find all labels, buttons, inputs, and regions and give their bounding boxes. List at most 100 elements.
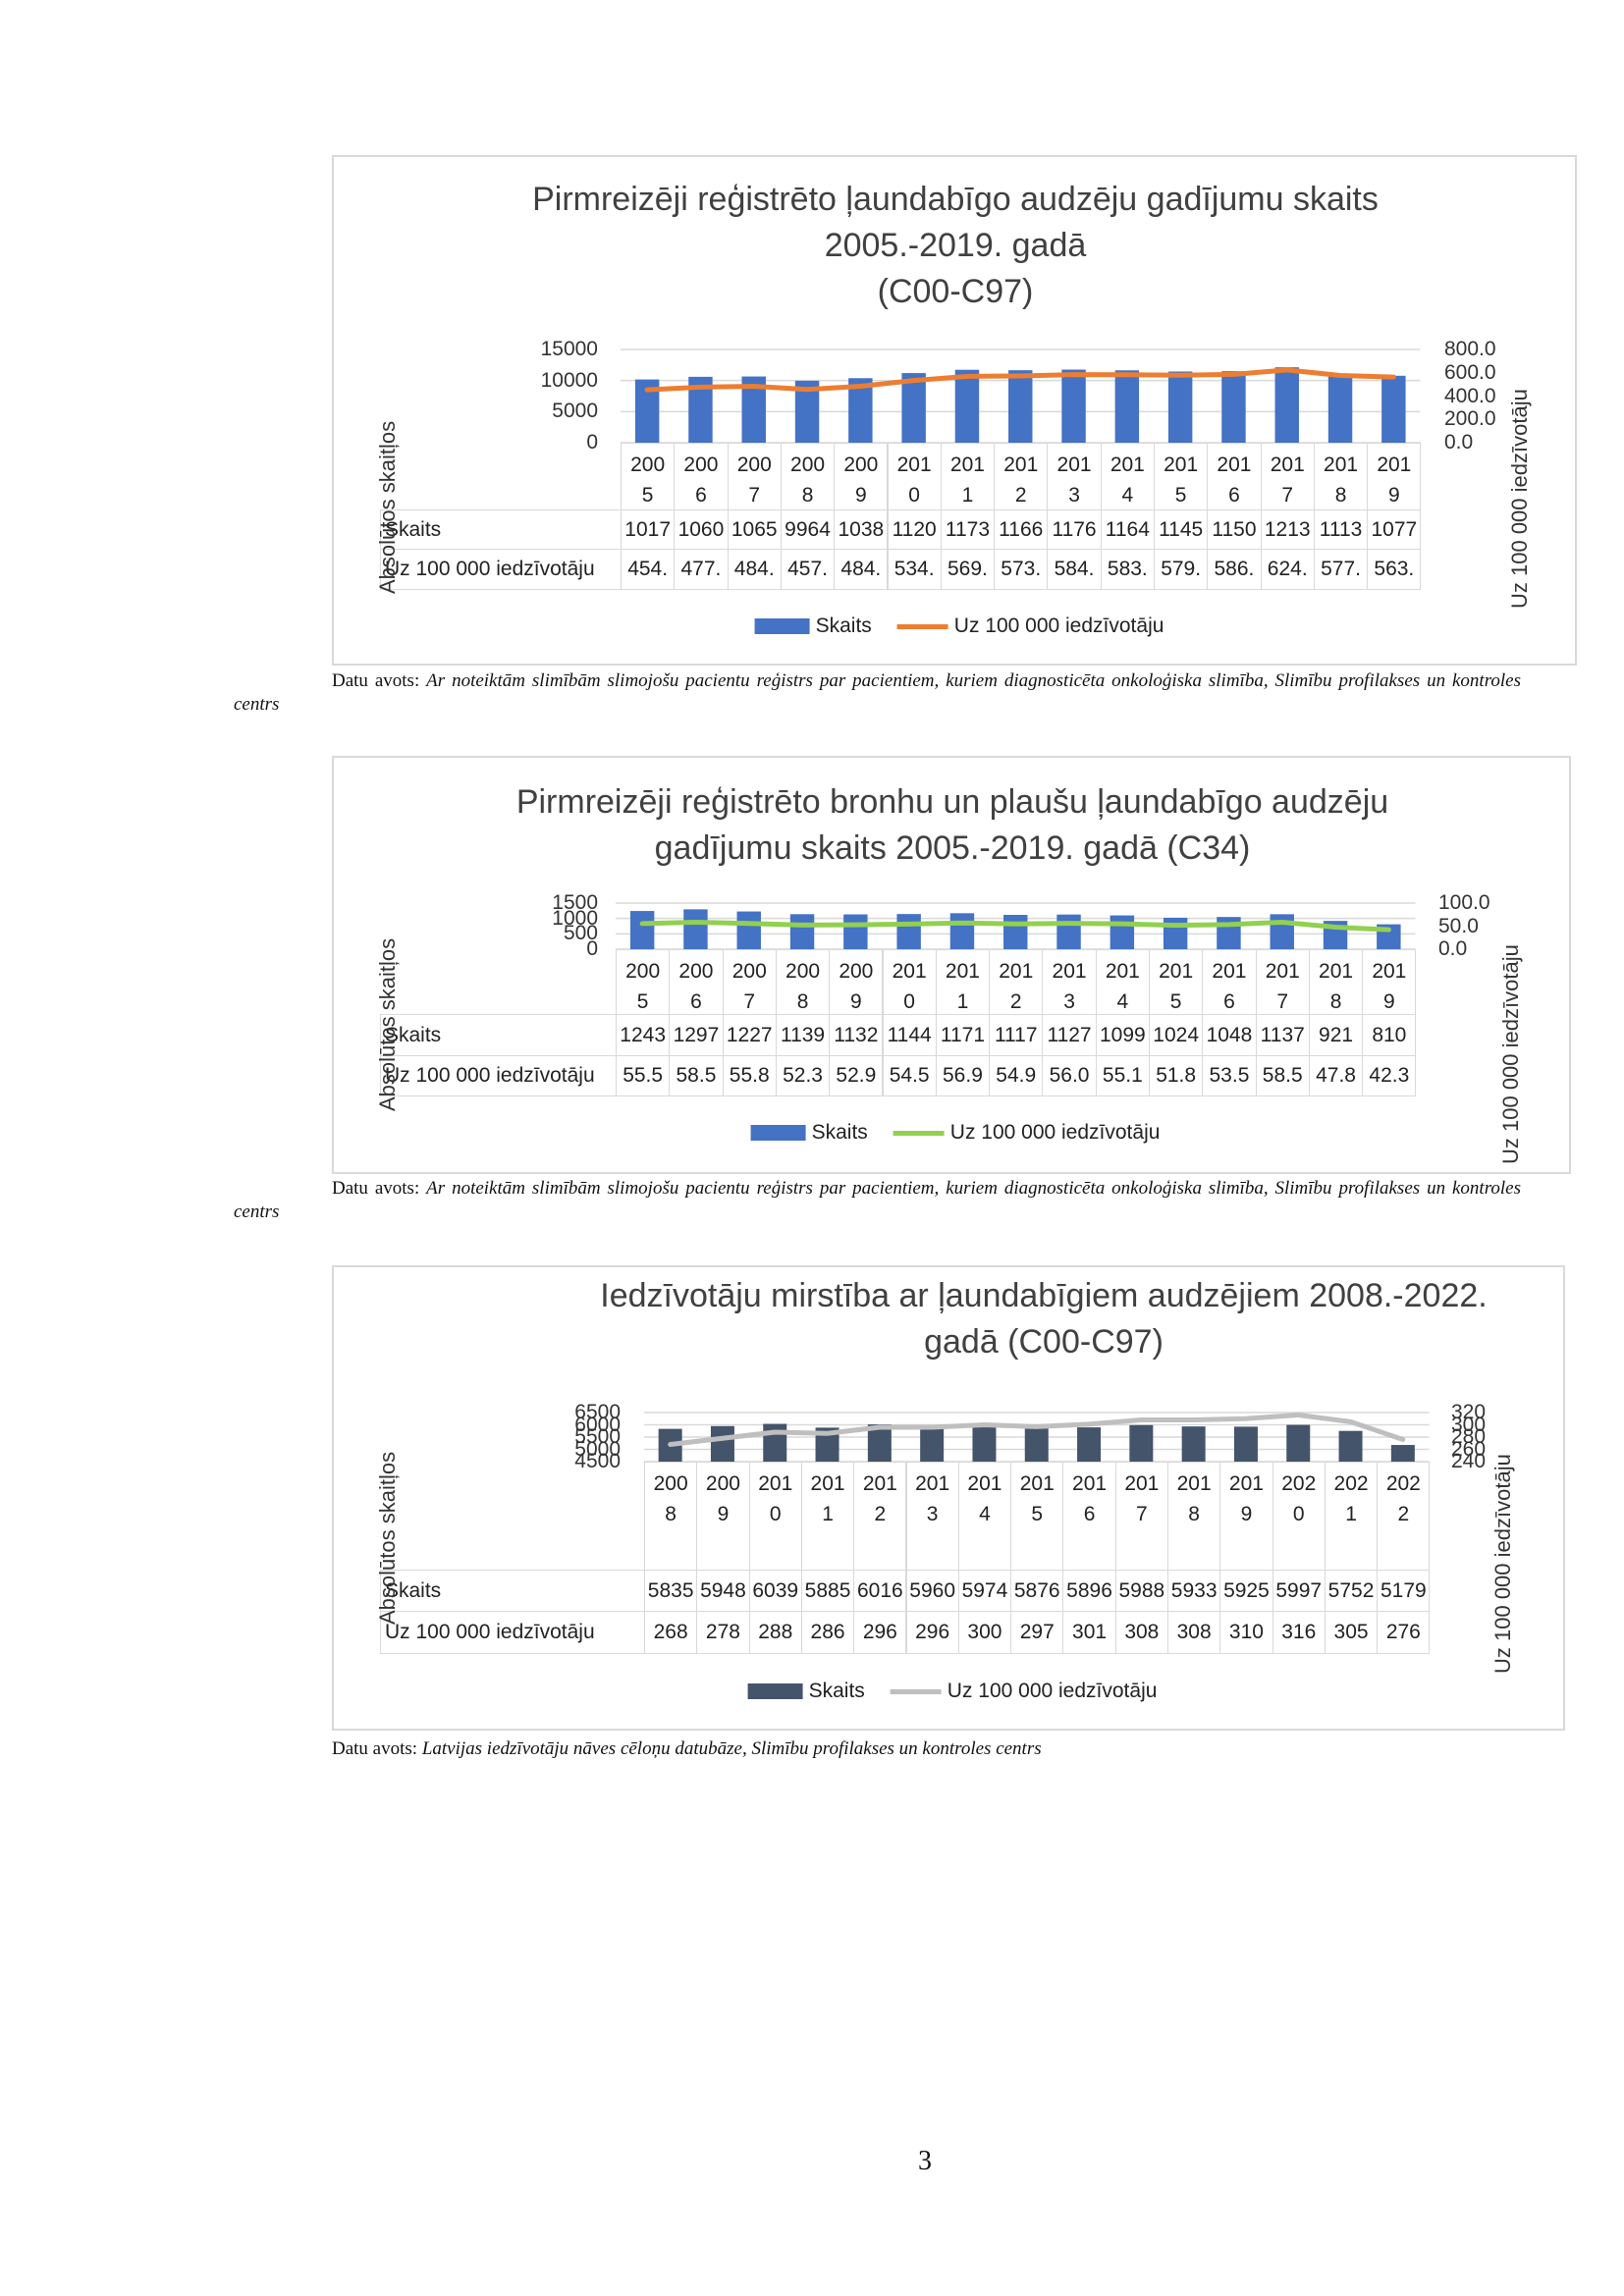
category-cell: 2012 bbox=[994, 443, 1049, 510]
category-cell: 2017 bbox=[1114, 1462, 1168, 1571]
category-cell: 2014 bbox=[1100, 443, 1155, 510]
data-cell: 484. bbox=[834, 549, 889, 590]
y-tick-label: 5500 bbox=[574, 1425, 621, 1448]
x-tick-label: 2012 bbox=[999, 960, 1034, 1013]
data-cell: 1171 bbox=[935, 1014, 991, 1056]
y2-tick-label: 260 bbox=[1451, 1437, 1487, 1461]
y-tick-label: 4500 bbox=[574, 1450, 621, 1472]
category-cell: 2014 bbox=[1095, 949, 1150, 1015]
data-cell: 1166 bbox=[994, 509, 1049, 550]
source-text: Latvijas iedzīvotāju nāves cēloņu datubā… bbox=[421, 1738, 1042, 1759]
data-cell: 1176 bbox=[1047, 509, 1102, 550]
bar bbox=[1129, 1424, 1154, 1462]
data-cell: 296 bbox=[905, 1611, 959, 1654]
data-cell: 286 bbox=[800, 1611, 855, 1654]
data-cell: 1144 bbox=[882, 1014, 937, 1056]
category-cell: 2019 bbox=[1362, 949, 1417, 1015]
data-cell: 624. bbox=[1260, 549, 1315, 590]
y2-axis-title: Uz 100 000 iedzīvotāju bbox=[1498, 944, 1523, 1164]
x-tick-label: 2019 bbox=[1228, 1472, 1264, 1525]
x-tick-label: 2016 bbox=[1217, 454, 1252, 507]
category-cell: 2022 bbox=[1377, 1462, 1431, 1571]
y-tick-label: 5000 bbox=[574, 1437, 621, 1461]
page-number: 3 bbox=[918, 2146, 932, 2176]
category-cell: 2010 bbox=[882, 949, 937, 1015]
bar bbox=[1274, 367, 1299, 443]
data-cell: 1077 bbox=[1367, 509, 1422, 550]
x-tick-label: 2011 bbox=[810, 1472, 845, 1525]
data-cell: 56.0 bbox=[1042, 1055, 1097, 1096]
data-cell: 6016 bbox=[853, 1570, 907, 1612]
category-cell: 2013 bbox=[1042, 949, 1097, 1015]
category-cell: 2008 bbox=[780, 443, 836, 510]
y2-tick-label: 100.0 bbox=[1438, 891, 1490, 914]
category-cell: 2006 bbox=[674, 443, 729, 510]
bar bbox=[1221, 371, 1246, 443]
data-cell: 579. bbox=[1154, 549, 1209, 590]
x-tick-label: 2008 bbox=[790, 454, 826, 507]
bar bbox=[1056, 914, 1081, 949]
y2-tick-label: 400.0 bbox=[1444, 384, 1496, 407]
y2-tick-label: 240 bbox=[1451, 1450, 1487, 1472]
category-cell: 2017 bbox=[1260, 443, 1315, 510]
x-tick-label: 2019 bbox=[1372, 960, 1407, 1013]
data-cell: 5876 bbox=[1010, 1570, 1064, 1612]
source-label: Datu avots: bbox=[332, 1178, 420, 1199]
x-tick-label: 2022 bbox=[1385, 1472, 1421, 1525]
data-cell: 1227 bbox=[722, 1014, 777, 1056]
x-tick-label: 2012 bbox=[1003, 454, 1039, 507]
category-cell: 2006 bbox=[669, 949, 724, 1015]
x-tick-label: 2014 bbox=[1105, 960, 1140, 1013]
data-cell: 47.8 bbox=[1308, 1055, 1364, 1096]
category-cell: 2016 bbox=[1202, 949, 1257, 1015]
bar bbox=[629, 911, 655, 949]
line bbox=[639, 920, 1391, 933]
data-cell: 5997 bbox=[1272, 1570, 1326, 1612]
x-tick-label: 2012 bbox=[862, 1472, 897, 1525]
x-tick-label: 2006 bbox=[683, 454, 719, 507]
x-tick-label: 2007 bbox=[736, 454, 772, 507]
y-tick-label: 6500 bbox=[574, 1401, 621, 1423]
category-cell: 2007 bbox=[722, 949, 777, 1015]
category-cell: 2005 bbox=[621, 443, 676, 510]
chart-frame bbox=[332, 756, 1571, 1174]
category-cell: 2013 bbox=[905, 1462, 959, 1571]
data-cell: 56.9 bbox=[935, 1055, 991, 1096]
source-note: Datu avots: Ar noteiktām slimībām slimoj… bbox=[234, 1177, 1521, 1224]
x-tick-label: 2016 bbox=[1212, 960, 1247, 1013]
data-cell: 1137 bbox=[1255, 1014, 1310, 1056]
category-cell: 2009 bbox=[834, 443, 889, 510]
bar bbox=[1003, 915, 1028, 949]
data-cell: 5948 bbox=[696, 1570, 750, 1612]
data-cell: 1213 bbox=[1260, 509, 1315, 550]
data-cell: 1173 bbox=[940, 509, 996, 550]
legend-label: Uz 100 000 iedzīvotāju bbox=[949, 1121, 1161, 1144]
x-tick-label: 2018 bbox=[1324, 454, 1359, 507]
bar bbox=[683, 909, 708, 949]
data-cell: 53.5 bbox=[1202, 1055, 1257, 1096]
data-cell: 563. bbox=[1367, 549, 1422, 590]
bar bbox=[1077, 1427, 1102, 1462]
x-tick-label: 2010 bbox=[758, 1472, 793, 1525]
data-cell: 5179 bbox=[1377, 1570, 1431, 1612]
data-cell: 58.5 bbox=[1255, 1055, 1310, 1096]
data-cell: 5933 bbox=[1167, 1570, 1221, 1612]
data-cell: 268 bbox=[644, 1611, 698, 1654]
y2-tick-label: 0.0 bbox=[1444, 431, 1474, 454]
legend-swatch bbox=[890, 1688, 942, 1694]
data-cell: 1297 bbox=[669, 1014, 724, 1056]
data-cell: 921 bbox=[1308, 1014, 1364, 1056]
bar bbox=[1381, 375, 1406, 443]
data-cell: 316 bbox=[1272, 1611, 1326, 1654]
y-axis-title: Absolūtos skaitļos bbox=[375, 1451, 400, 1625]
category-cell: 2018 bbox=[1167, 1462, 1221, 1571]
category-cell: 2005 bbox=[616, 949, 671, 1015]
data-cell: 1017 bbox=[621, 509, 676, 550]
category-cell: 2015 bbox=[1149, 949, 1204, 1015]
data-cell: 810 bbox=[1362, 1014, 1417, 1056]
series-row-label: Skaits bbox=[380, 1014, 617, 1056]
data-cell: 1060 bbox=[674, 509, 729, 550]
x-tick-label: 2014 bbox=[1110, 454, 1145, 507]
x-tick-label: 2015 bbox=[1019, 1472, 1055, 1525]
bar bbox=[1286, 1424, 1311, 1462]
